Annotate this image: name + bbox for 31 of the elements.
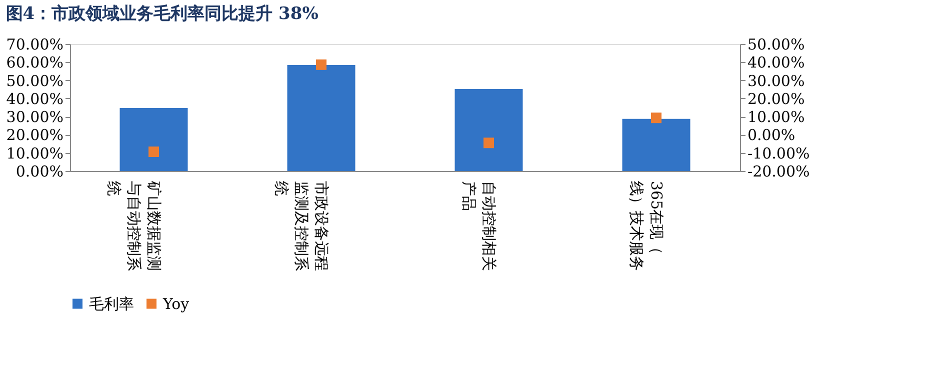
x-tick-label: 市政设备远程监测及控制系统 bbox=[272, 181, 330, 271]
point bbox=[651, 112, 662, 124]
point bbox=[484, 138, 494, 148]
legend-label: 毛利率 bbox=[89, 294, 134, 313]
y-tick-label: 20.00% bbox=[6, 126, 64, 144]
y2-tick-label: 50.00% bbox=[748, 36, 805, 54]
point bbox=[316, 59, 326, 70]
bar bbox=[287, 65, 356, 171]
legend-label: Yoy bbox=[162, 294, 190, 313]
y2-tick-label: -20.00% bbox=[748, 162, 810, 180]
y2-tick-label: 0.00% bbox=[748, 126, 796, 144]
bar bbox=[120, 108, 188, 171]
point bbox=[148, 146, 159, 158]
y2-tick-label: 40.00% bbox=[748, 54, 805, 72]
x-tick-label: 自动控制相关产品 bbox=[460, 181, 498, 271]
x-tick-label: 矿山数据监测与自动控制系统 bbox=[104, 180, 163, 271]
y-tick-label: 10.00% bbox=[6, 144, 64, 162]
x-tick-label: 365在现（线）技术服务 bbox=[627, 181, 666, 271]
y2-tick-label: 30.00% bbox=[748, 72, 805, 90]
y-tick-label: 70.00% bbox=[6, 36, 64, 54]
y2-tick-label: 20.00% bbox=[748, 90, 805, 108]
bar bbox=[622, 118, 690, 171]
chart-title: 图4：市政领域业务毛利率同比提升 38% bbox=[6, 4, 318, 24]
y2-tick-label: 10.00% bbox=[748, 108, 805, 126]
y-tick-label: 30.00% bbox=[6, 108, 64, 126]
bar bbox=[454, 88, 523, 171]
y-tick-label: 40.00% bbox=[6, 90, 64, 108]
y-tick-label: 60.00% bbox=[6, 54, 64, 72]
y2-tick-label: -10.00% bbox=[748, 144, 810, 162]
y-tick-label: 50.00% bbox=[6, 72, 64, 90]
y-tick-label: 0.00% bbox=[16, 162, 64, 180]
